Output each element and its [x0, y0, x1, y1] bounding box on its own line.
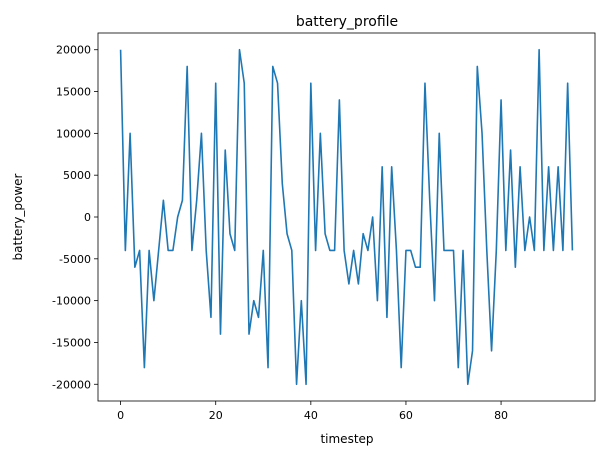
x-tick-label: 60 [399, 409, 413, 422]
x-tick-label: 80 [494, 409, 508, 422]
x-tick-label: 0 [117, 409, 124, 422]
y-tick-label: 0 [84, 211, 91, 224]
y-tick-label: 5000 [63, 169, 91, 182]
y-tick-label: 20000 [56, 44, 91, 57]
y-tick-label: -20000 [52, 378, 91, 391]
y-tick-label: 10000 [56, 127, 91, 140]
y-axis: -20000 -15000 -10000 -5000 0 5000 10000 15000 20… [52, 44, 98, 391]
x-axis: 0 20 40 60 80 [117, 401, 508, 422]
chart-title: battery_profile [296, 14, 398, 30]
y-tick-label: -10000 [52, 295, 91, 308]
y-tick-label: -15000 [52, 336, 91, 349]
series-line [119, 48, 574, 386]
plot-area [119, 48, 574, 386]
y-axis-title: battery_power [11, 173, 25, 260]
x-tick-label: 20 [209, 409, 223, 422]
x-tick-label: 40 [304, 409, 318, 422]
x-axis-title: timestep [320, 432, 373, 446]
y-tick-label: 15000 [56, 86, 91, 99]
y-tick-label: -5000 [59, 253, 91, 266]
